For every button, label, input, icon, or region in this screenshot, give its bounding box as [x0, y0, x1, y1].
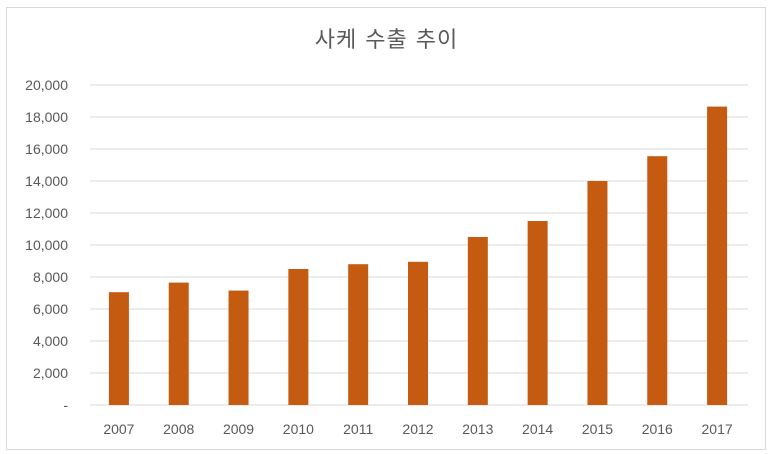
y-axis-tick-labels: - 2,000 4,000 6,000 8,000 10,000 12,000 14,000 1… — [25, 77, 68, 413]
bar-2010 — [288, 269, 309, 405]
y-tick-label: 10,000 — [25, 237, 68, 253]
y-tick-label: 18,000 — [25, 109, 68, 125]
gridlines — [90, 84, 748, 406]
bar-2016 — [647, 156, 668, 405]
y-tick-label: 4,000 — [33, 333, 68, 349]
x-tick-label: 2010 — [283, 421, 314, 437]
bar-2009 — [228, 290, 249, 405]
x-tick-label: 2015 — [582, 421, 613, 437]
x-tick-label: 2009 — [223, 421, 254, 437]
bar-2012 — [408, 261, 428, 405]
bar-2008 — [168, 282, 189, 405]
x-tick-label: 2014 — [522, 421, 553, 437]
bar-2011 — [348, 264, 369, 405]
bar-2015 — [587, 181, 608, 405]
y-tick-label: 20,000 — [25, 77, 68, 93]
y-tick-label: 14,000 — [25, 173, 68, 189]
x-tick-label: 2016 — [642, 421, 673, 437]
y-tick-label: 12,000 — [25, 205, 68, 221]
bars — [108, 106, 728, 405]
x-tick-label: 2008 — [163, 421, 194, 437]
y-tick-label: 8,000 — [33, 269, 68, 285]
x-tick-label: 2013 — [462, 421, 493, 437]
y-tick-label: 2,000 — [33, 365, 68, 381]
x-axis-tick-labels: 2007 2008 2009 2010 2011 2012 2013 2014 2015 2016… — [103, 421, 733, 437]
y-tick-label: - — [63, 397, 68, 413]
x-tick-label: 2012 — [402, 421, 433, 437]
chart-title: 사케 수출 추이 — [314, 28, 459, 53]
bar-2007 — [108, 292, 129, 405]
y-tick-label: 6,000 — [33, 301, 68, 317]
bar-2014 — [527, 221, 548, 405]
x-tick-label: 2017 — [702, 421, 733, 437]
bar-2013 — [467, 237, 488, 405]
y-tick-label: 16,000 — [25, 141, 68, 157]
chart-area — [6, 7, 766, 450]
bar-2017 — [707, 106, 728, 405]
x-tick-label: 2007 — [103, 421, 134, 437]
x-tick-label: 2011 — [343, 421, 373, 437]
